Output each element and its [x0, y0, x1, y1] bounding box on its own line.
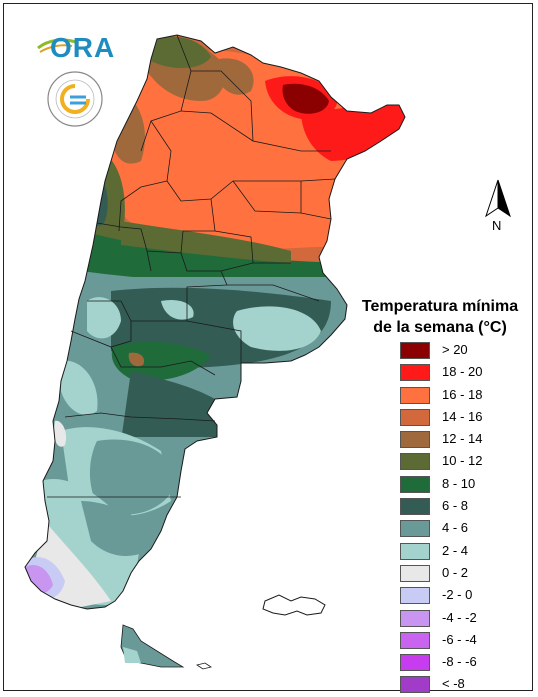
- legend-label: 16 - 18: [442, 386, 483, 402]
- legend-title: Temperatura mínima de la semana (°C): [340, 296, 538, 338]
- ora-swoosh-icon: [37, 38, 77, 53]
- legend-label: < -8: [442, 676, 465, 692]
- legend-swatch: [400, 609, 430, 627]
- north-arrow-icon: [485, 179, 511, 218]
- legend-title-line-1: Temperatura mínima: [361, 298, 519, 315]
- legend-label: -4 - -2: [442, 609, 477, 625]
- north-label: N: [492, 218, 502, 233]
- legend-swatch: [400, 676, 430, 694]
- legend-swatch: [400, 631, 430, 649]
- smn-seal-icon: [47, 71, 103, 127]
- legend-label: 12 - 14: [442, 431, 483, 447]
- legend-label: 0 - 2: [442, 564, 469, 580]
- legend-swatch: [400, 542, 430, 560]
- legend-label: 10 - 12: [442, 453, 483, 469]
- legend-label: 14 - 16: [442, 408, 483, 424]
- legend-swatch: [400, 498, 430, 516]
- map-frame: ORA N Temperatura mínima de la semana (°…: [3, 3, 533, 694]
- ora-logo: ORA: [36, 30, 114, 66]
- legend-label: 8 - 10: [442, 475, 476, 491]
- legend-label: 4 - 6: [442, 520, 469, 536]
- legend-label: 2 - 4: [442, 542, 469, 558]
- legend-swatch: [400, 654, 430, 672]
- legend-label: 6 - 8: [442, 498, 469, 514]
- legend-swatch: [400, 364, 430, 382]
- argentina-temperature-map: [24, 34, 406, 670]
- legend-label: -8 - -6: [442, 654, 477, 670]
- legend-swatch: [400, 386, 430, 404]
- legend-swatch: [400, 475, 430, 493]
- legend-swatch: [400, 453, 430, 471]
- legend-swatch: [400, 587, 430, 605]
- legend-swatch: [400, 431, 430, 449]
- legend-label: 18 - 20: [442, 364, 483, 380]
- legend-label: -6 - -4: [442, 631, 477, 647]
- legend-swatch: [400, 342, 430, 359]
- legend-swatch: [400, 520, 430, 538]
- legend-label: > 20: [442, 342, 468, 357]
- legend-swatch: [400, 408, 430, 426]
- legend-label: -2 - 0: [442, 587, 473, 603]
- legend-swatch: [400, 564, 430, 582]
- legend-title-line-2: de la semana (°C): [373, 319, 507, 336]
- ora-brand-text: ORA: [50, 32, 116, 63]
